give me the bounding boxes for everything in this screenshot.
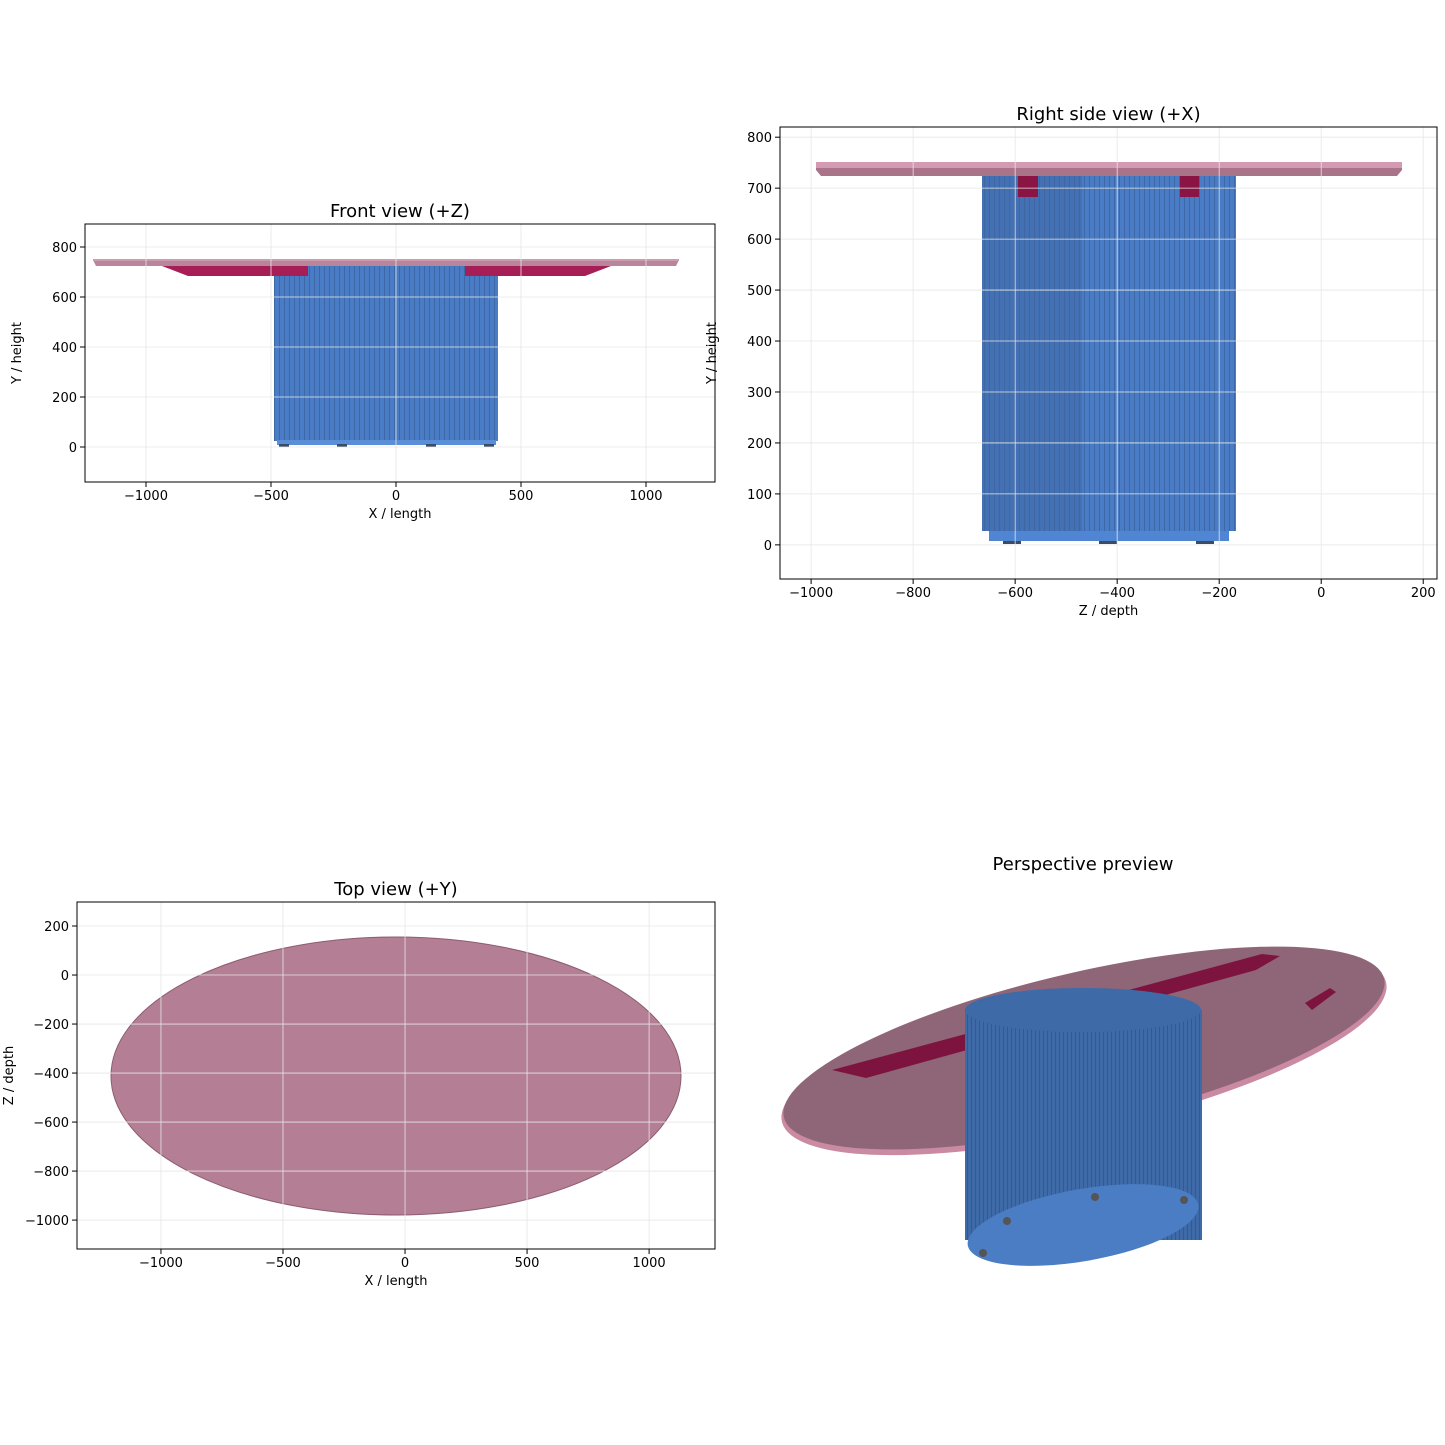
front-drawing <box>93 259 679 447</box>
x-tick-label: −1000 <box>789 586 833 601</box>
y-tick-label: 600 <box>747 233 772 248</box>
y-tick-label: 200 <box>44 920 69 935</box>
perspective-drawing <box>781 946 1387 1266</box>
panel-title: Front view (+Z) <box>330 201 470 222</box>
y-tick-label: −600 <box>33 1116 69 1131</box>
x-tick-label: 1000 <box>633 1256 666 1271</box>
x-tick-label: 500 <box>509 489 534 504</box>
x-tick-label: −500 <box>253 489 289 504</box>
x-tick-label: −800 <box>895 586 931 601</box>
y-axis-label: Y / height <box>10 322 25 385</box>
y-axis-label: Y / height <box>705 322 720 385</box>
axes-frame <box>76 901 716 1250</box>
y-axis-label: Z / depth <box>2 1046 17 1105</box>
panel-title: Perspective preview <box>993 854 1174 875</box>
y-tick-label: −800 <box>33 1165 69 1180</box>
x-tick-label: 0 <box>1317 586 1325 601</box>
y-tick-label: −200 <box>33 1018 69 1033</box>
x-tick-label: −1000 <box>139 1256 183 1271</box>
y-tick-label: 0 <box>69 441 77 456</box>
side-drawing <box>816 162 1402 544</box>
x-tick-label: −500 <box>265 1256 301 1271</box>
x-tick-label: −200 <box>1201 586 1237 601</box>
y-tick-label: 100 <box>747 488 772 503</box>
y-tick-label: 800 <box>52 241 77 256</box>
x-axis-label: Z / depth <box>1079 604 1138 619</box>
axes-frame <box>779 126 1438 580</box>
y-tick-label: 200 <box>52 391 77 406</box>
x-tick-label: 1000 <box>629 489 662 504</box>
x-tick-label: 0 <box>392 489 400 504</box>
y-tick-label: −1000 <box>25 1214 69 1229</box>
axes-frame <box>84 223 716 483</box>
panel-title: Right side view (+X) <box>1016 104 1200 125</box>
panel-title: Top view (+Y) <box>333 879 457 900</box>
y-tick-label: 300 <box>747 386 772 401</box>
y-tick-label: 200 <box>747 437 772 452</box>
x-tick-label: −400 <box>1099 586 1135 601</box>
x-axis-label: X / length <box>369 507 432 522</box>
y-tick-label: 0 <box>61 969 69 984</box>
top-drawing <box>110 936 682 1216</box>
y-tick-label: 600 <box>52 291 77 306</box>
x-tick-label: 200 <box>1411 586 1436 601</box>
x-tick-label: 0 <box>401 1256 409 1271</box>
x-tick-label: 500 <box>515 1256 540 1271</box>
y-tick-label: 800 <box>747 131 772 146</box>
y-tick-label: 700 <box>747 182 772 197</box>
y-tick-label: 400 <box>52 341 77 356</box>
x-tick-label: −600 <box>997 586 1033 601</box>
x-tick-label: −1000 <box>124 489 168 504</box>
y-tick-label: −400 <box>33 1067 69 1082</box>
x-axis-label: X / length <box>365 1274 428 1289</box>
y-tick-label: 0 <box>764 539 772 554</box>
y-tick-label: 500 <box>747 284 772 299</box>
y-tick-label: 400 <box>747 335 772 350</box>
